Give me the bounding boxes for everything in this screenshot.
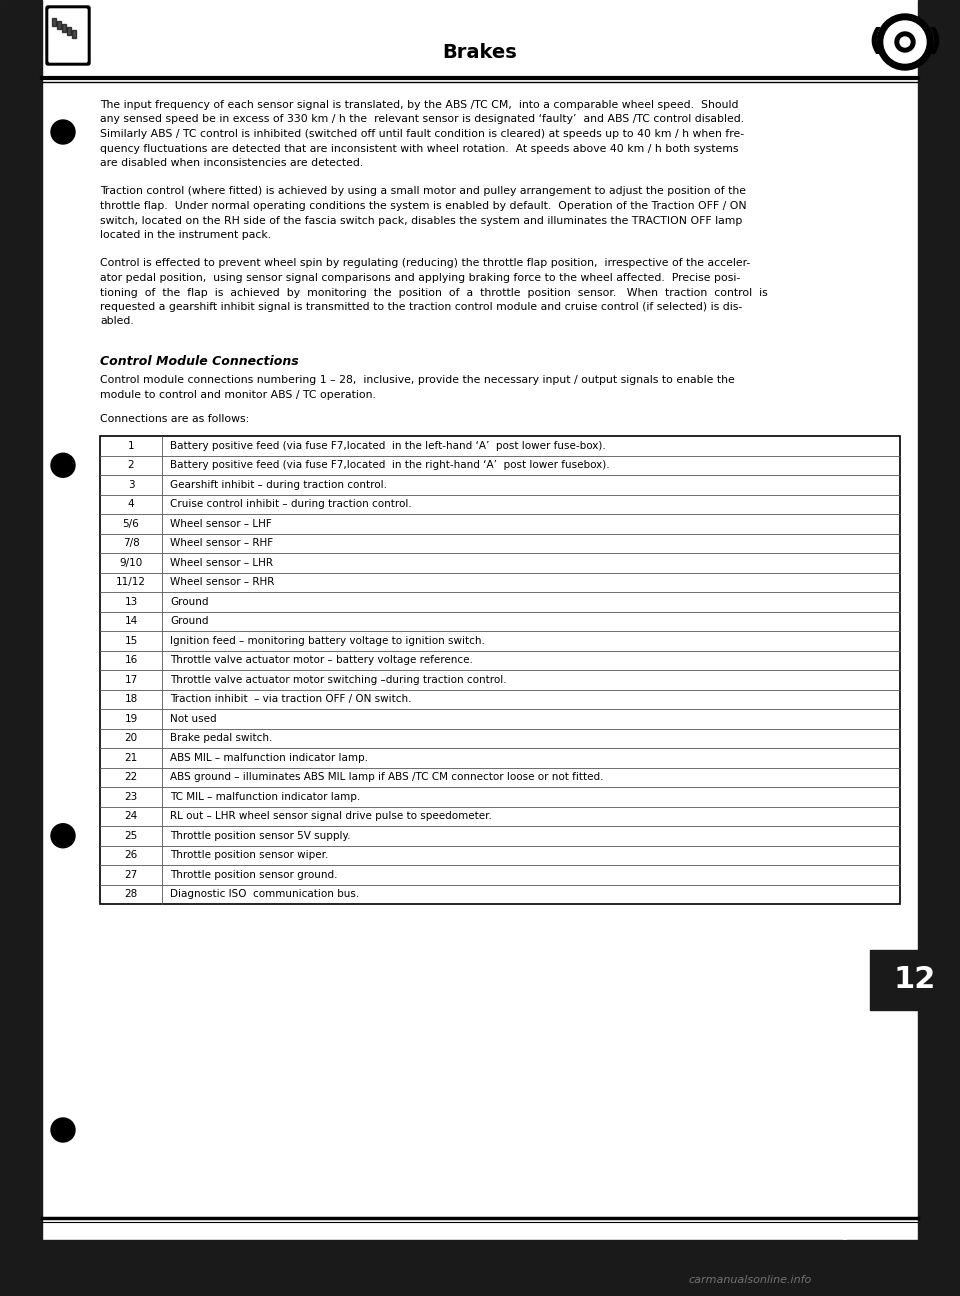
Text: ABS ground – illuminates ABS MIL lamp if ABS /TC CM connector loose or not fitte: ABS ground – illuminates ABS MIL lamp if… (170, 772, 604, 783)
Text: Throttle valve actuator motor – battery voltage reference.: Throttle valve actuator motor – battery … (170, 656, 473, 665)
Circle shape (51, 1118, 75, 1142)
Text: 26: 26 (125, 850, 137, 861)
Text: 23: 23 (125, 792, 137, 802)
Text: 22: 22 (125, 772, 137, 783)
Text: 16: 16 (125, 656, 137, 665)
Text: switch, located on the RH side of the fascia switch pack, disables the system an: switch, located on the RH side of the fa… (100, 215, 742, 226)
Text: 18: 18 (125, 695, 137, 704)
Bar (0, 0, 42, 1296)
Bar (57, 21, 61, 29)
Text: located in the instrument pack.: located in the instrument pack. (100, 229, 271, 240)
Bar (52, 18, 56, 26)
Text: Cruise control inhibit – during traction control.: Cruise control inhibit – during traction… (170, 499, 412, 509)
Text: 25: 25 (125, 831, 137, 841)
Text: any sensed speed be in excess of 330 km / h the  relevant sensor is designated ‘: any sensed speed be in excess of 330 km … (100, 114, 744, 124)
Text: ): ) (928, 27, 942, 57)
Text: 1: 1 (128, 441, 134, 451)
Text: Brakes: Brakes (443, 43, 517, 61)
Text: Ground: Ground (170, 617, 208, 626)
Bar (0, 1240, 960, 1296)
Text: Not used: Not used (170, 714, 217, 723)
Text: Battery positive feed (via fuse F7,​located  in the right-hand ‘A’  post lower f: Battery positive feed (via fuse F7,​loca… (170, 460, 610, 470)
Text: Ground: Ground (170, 596, 208, 607)
Text: Control Module Connections: Control Module Connections (100, 355, 299, 368)
Bar (62, 25, 66, 32)
Text: Throttle position sensor 5V supply.: Throttle position sensor 5V supply. (170, 831, 350, 841)
Text: Battery positive feed (via fuse F7,​located  in the left-hand ‘A’  post lower fu: Battery positive feed (via fuse F7,​loca… (170, 441, 606, 451)
Text: X300 EDM: X300 EDM (60, 1230, 119, 1240)
Text: abled.: abled. (100, 316, 133, 327)
Circle shape (884, 21, 926, 64)
Text: 28: 28 (125, 889, 137, 899)
Text: ator pedal position,  using sensor signal comparisons and applying braking force: ator pedal position, using sensor signal… (100, 273, 740, 283)
Circle shape (877, 14, 933, 70)
Text: are disabled when inconsistencies are detected.: are disabled when inconsistencies are de… (100, 158, 363, 168)
Text: 4: 4 (128, 499, 134, 509)
Text: 27: 27 (125, 870, 137, 880)
Text: The input frequency of each sensor signal is translated, by the ABS /TC CM,  int: The input frequency of each sensor signa… (100, 100, 738, 110)
Text: Similarly ABS / TC control is inhibited (switched off until fault condition is c: Similarly ABS / TC control is inhibited … (100, 130, 744, 139)
Text: Throttle valve actuator motor switching –during traction control.: Throttle valve actuator motor switching … (170, 675, 507, 684)
Text: 3: 3 (128, 480, 134, 490)
Text: Gearshift inhibit – during traction control.: Gearshift inhibit – during traction cont… (170, 480, 387, 490)
Circle shape (895, 32, 915, 52)
Text: Traction inhibit  – via traction OFF / ON switch.: Traction inhibit – via traction OFF / ON… (170, 695, 412, 704)
Circle shape (51, 824, 75, 848)
Text: 19: 19 (125, 714, 137, 723)
Text: requested a gearshift inhibit signal is transmitted to the traction control modu: requested a gearshift inhibit signal is … (100, 302, 742, 312)
Text: 20: 20 (125, 734, 137, 743)
Text: Connections are as follows:: Connections are as follows: (100, 413, 250, 424)
FancyBboxPatch shape (46, 6, 90, 65)
Text: 15: 15 (125, 636, 137, 645)
Text: TC MIL – malfunction indicator lamp.: TC MIL – malfunction indicator lamp. (170, 792, 360, 802)
Text: 2: 2 (128, 460, 134, 470)
Text: 11/12: 11/12 (116, 577, 146, 587)
FancyBboxPatch shape (49, 9, 87, 62)
Text: throttle flap.  Under normal operating conditions the system is enabled by defau: throttle flap. Under normal operating co… (100, 201, 747, 211)
Text: Brake pedal switch.: Brake pedal switch. (170, 734, 273, 743)
Text: 9/10: 9/10 (119, 557, 143, 568)
Text: 13: 13 (125, 596, 137, 607)
Text: Wheel sensor – RHR: Wheel sensor – RHR (170, 577, 275, 587)
Text: 5/6: 5/6 (123, 518, 139, 529)
Text: Issue 1 August 1994: Issue 1 August 1994 (781, 1230, 900, 1240)
Text: ABS MIL – malfunction indicator lamp.: ABS MIL – malfunction indicator lamp. (170, 753, 368, 763)
Text: (: ( (868, 27, 882, 57)
Text: Wheel sensor – LHF: Wheel sensor – LHF (170, 518, 272, 529)
Text: 21: 21 (125, 753, 137, 763)
Bar (918, 0, 960, 1296)
Text: Wheel sensor – RHF: Wheel sensor – RHF (170, 538, 274, 548)
Text: Throttle position sensor wiper.: Throttle position sensor wiper. (170, 850, 328, 861)
Text: tioning  of  the  flap  is  achieved  by  monitoring  the  position  of  a  thro: tioning of the flap is achieved by monit… (100, 288, 768, 298)
Text: Control is effected to prevent wheel spin by regulating (reducing) the throttle : Control is effected to prevent wheel spi… (100, 258, 751, 268)
Bar (72, 30, 76, 38)
Text: module to control and monitor ABS / TC operation.: module to control and monitor ABS / TC o… (100, 390, 376, 399)
Text: Control module connections numbering 1 – 28,  inclusive, provide the necessary i: Control module connections numbering 1 –… (100, 375, 734, 385)
Circle shape (51, 454, 75, 477)
Text: Ignition feed – monitoring battery voltage to ignition switch.: Ignition feed – monitoring battery volta… (170, 636, 485, 645)
Text: 17: 17 (125, 675, 137, 684)
Circle shape (51, 121, 75, 144)
Text: Diagnostic ISO  communication bus.: Diagnostic ISO communication bus. (170, 889, 359, 899)
Text: 14: 14 (125, 617, 137, 626)
Bar (870, 950, 960, 1010)
Text: RL out – LHR wheel sensor signal drive pulse to speedometer.: RL out – LHR wheel sensor signal drive p… (170, 811, 492, 822)
Bar (67, 27, 71, 35)
Text: 12: 12 (894, 966, 936, 994)
Text: Throttle position sensor ground.: Throttle position sensor ground. (170, 870, 338, 880)
Text: Wheel sensor – LHR: Wheel sensor – LHR (170, 557, 273, 568)
Bar (100, 435, 900, 905)
Text: carmanualsonline.info: carmanualsonline.info (688, 1275, 811, 1286)
Text: 24: 24 (125, 811, 137, 822)
Text: quency fluctuations are detected that are inconsistent with wheel rotation.  At : quency fluctuations are detected that ar… (100, 144, 738, 153)
Text: 3: 3 (476, 1230, 484, 1240)
Text: Traction control (where fitted) is achieved by using a small motor and pulley ar: Traction control (where fitted) is achie… (100, 187, 746, 197)
Circle shape (900, 38, 910, 47)
Text: 7/8: 7/8 (123, 538, 139, 548)
